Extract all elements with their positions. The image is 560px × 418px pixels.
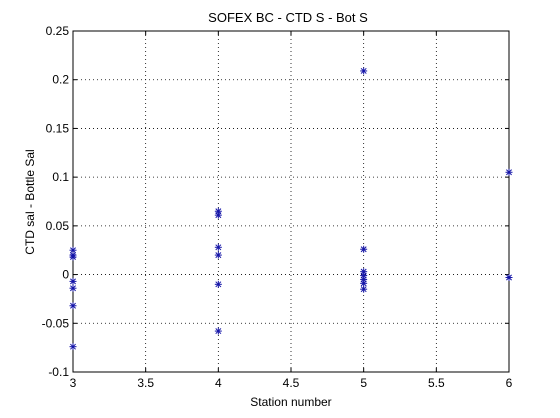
y-tick-label: -0.1 [48,365,69,379]
data-point [505,273,513,281]
data-point [214,211,222,219]
data-point [69,253,77,261]
x-tick-label: 4 [215,376,222,390]
y-tick-label: 0.25 [46,24,70,38]
data-point [214,280,222,288]
x-tick-label: 5.5 [428,376,445,390]
data-point [505,168,513,176]
chart-title: SOFEX BC - CTD S - Bot S [208,10,368,25]
grid-lines [73,31,509,372]
axes-box [72,30,510,373]
data-point [69,302,77,310]
y-tick-label: 0.1 [52,170,69,184]
data-point [360,67,368,75]
data-point [360,245,368,253]
x-tick-label: 6 [506,376,513,390]
data-point [360,279,368,287]
axis-ticks: 3 3.5 4 4.5 5 5.5 6 -0.1 -0.05 0 0.05 0.1 0.15 0.2 0.2… [42,24,513,390]
x-tick-label: 3 [70,376,77,390]
x-axis-label: Station number [250,395,331,409]
y-axis-label: CTD sal - Bottle Sal [23,149,37,254]
y-tick-label: 0 [62,268,69,282]
x-tick-label: 3.5 [137,376,154,390]
data-point [214,251,222,259]
x-tick-label: 5 [360,376,367,390]
data-point [214,243,222,251]
y-tick-label: -0.05 [42,316,70,330]
data-point [69,284,77,292]
x-tick-label: 4.5 [283,376,300,390]
data-point [360,285,368,293]
data-point [214,327,222,335]
data-point [69,277,77,285]
y-tick-label: 0.05 [46,219,70,233]
y-tick-label: 0.2 [52,73,69,87]
data-points [69,67,513,351]
y-tick-label: 0.15 [46,121,70,135]
data-point [69,343,77,351]
